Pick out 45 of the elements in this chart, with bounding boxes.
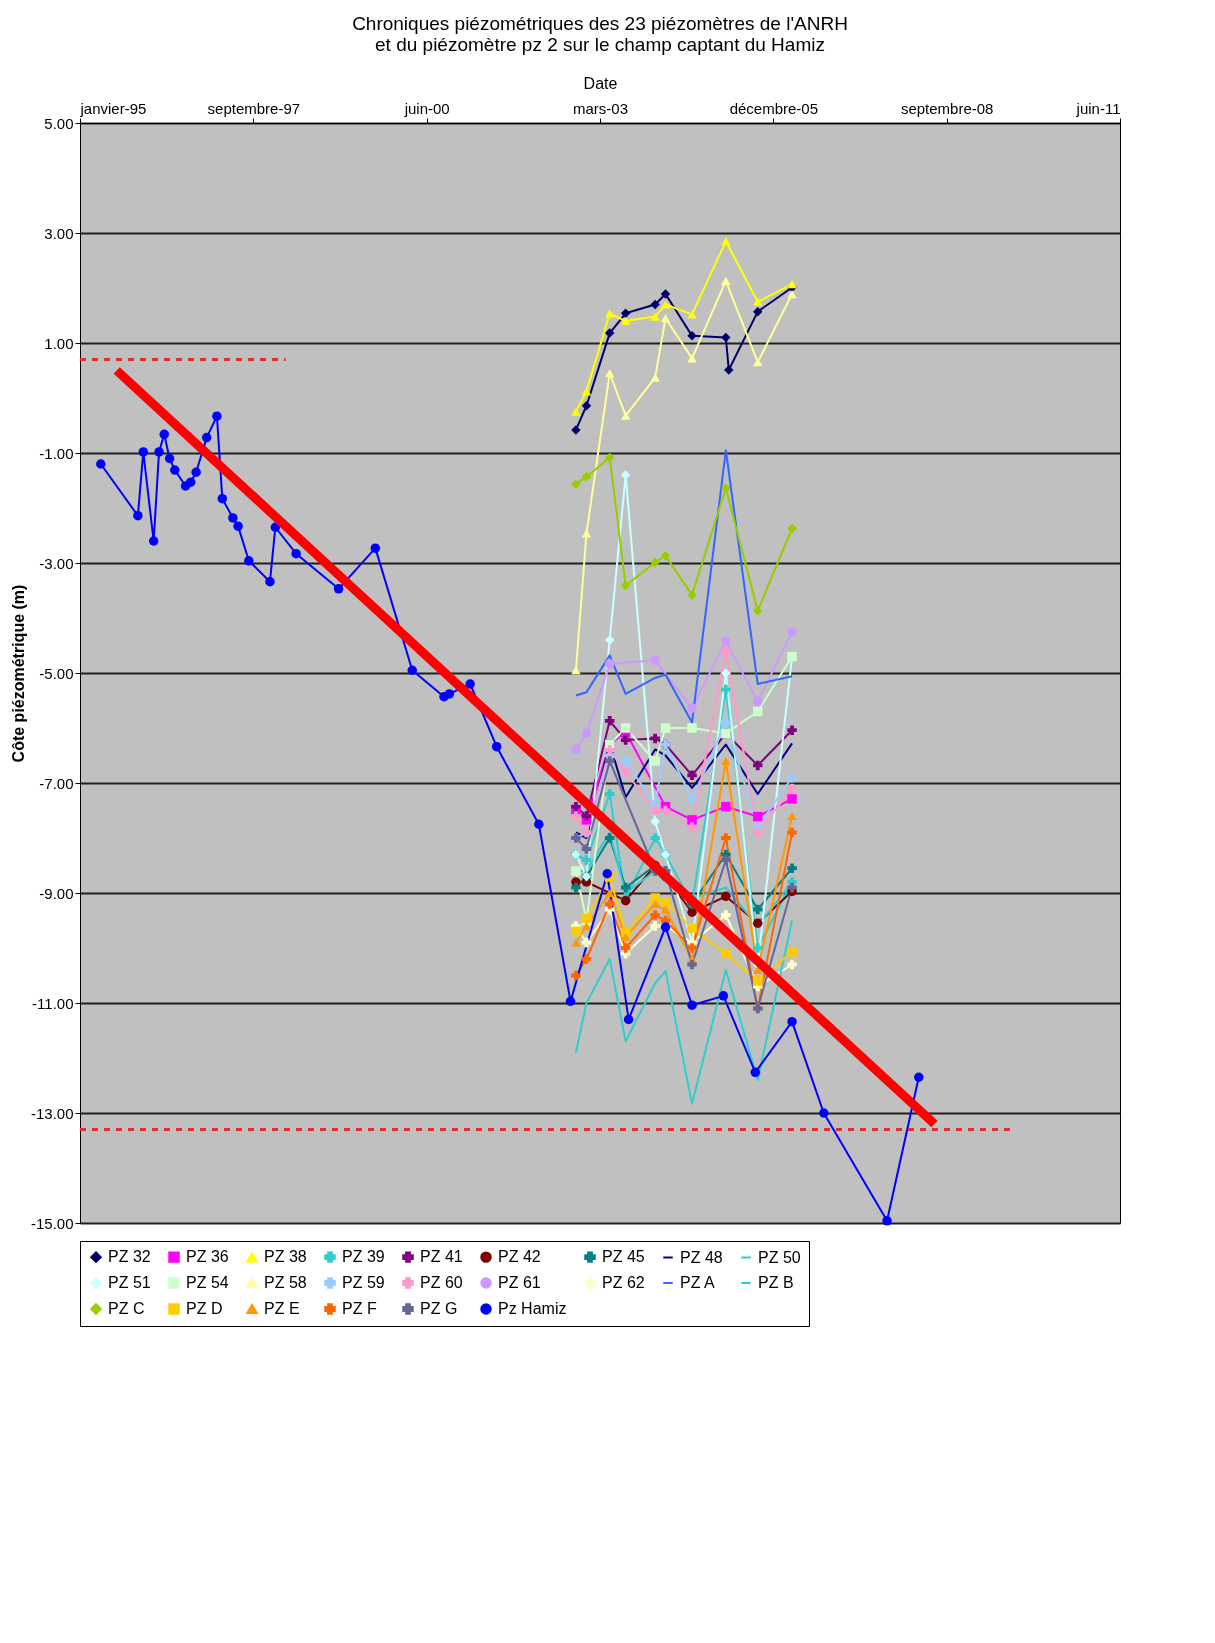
legend-label: PZ 32 (108, 1248, 151, 1266)
legend-label: PZ 58 (264, 1274, 307, 1291)
x-tick-label: septembre-97 (207, 99, 301, 117)
y-tick-label: -11.00 (32, 994, 74, 1012)
legend-label: PZ E (264, 1300, 300, 1317)
y-tick-label: -3.00 (39, 554, 74, 572)
x-tick-label: septembre-08 (900, 99, 994, 117)
legend-label: PZ 38 (264, 1248, 307, 1266)
legend-label: PZ 42 (498, 1248, 541, 1266)
legend-label: PZ G (420, 1300, 458, 1317)
legend-label: PZ A (680, 1274, 716, 1291)
y-tick-label: 1.00 (44, 334, 74, 352)
legend-label: PZ 45 (602, 1248, 645, 1266)
legend-label: PZ 54 (186, 1274, 229, 1291)
x-axis-title: Date (583, 74, 618, 92)
x-tick-label: mars-03 (572, 99, 629, 117)
y-tick-label: -7.00 (39, 774, 74, 792)
x-tick-label: juin-11 (1075, 99, 1121, 117)
legend-label: PZ 61 (498, 1274, 541, 1291)
legend-label: PZ 59 (342, 1274, 385, 1291)
y-tick-label: -1.00 (39, 444, 74, 462)
legend-label: PZ B (758, 1274, 794, 1291)
x-tick-label: janvier-95 (79, 99, 147, 117)
legend-label: PZ 48 (680, 1248, 723, 1266)
legend-label: PZ 41 (420, 1248, 463, 1266)
legend-label: PZ 50 (758, 1248, 801, 1266)
legend-label: PZ 39 (342, 1248, 385, 1266)
legend-label: PZ 36 (186, 1248, 229, 1266)
y-tick-label: 3.00 (44, 224, 74, 242)
y-tick-label: -5.00 (39, 664, 74, 682)
legend-label: PZ 62 (602, 1274, 645, 1291)
legend-label: PZ C (108, 1300, 145, 1317)
y-tick-label: -15.00 (30, 1214, 74, 1232)
y-tick-label: -13.00 (30, 1104, 74, 1122)
legend-label: Pz Hamiz (498, 1300, 567, 1317)
y-tick-label: -9.00 (39, 884, 74, 902)
x-tick-label: juin-00 (403, 99, 450, 117)
legend-label: PZ F (342, 1300, 377, 1317)
y-axis-title: Côte piézométrique (m) (9, 584, 27, 763)
y-tick-label: 5.00 (44, 114, 74, 132)
legend-label: PZ 51 (108, 1274, 151, 1291)
legend-label: PZ D (186, 1300, 223, 1317)
legend-label: PZ 60 (420, 1274, 463, 1291)
x-tick-label: décembre-05 (729, 99, 819, 117)
chart-title: Chroniques piézométriques des 23 piézomètres de l'ANRH et du piézomètre pz 2 sur le champ captant du Hamiz (352, 13, 848, 55)
